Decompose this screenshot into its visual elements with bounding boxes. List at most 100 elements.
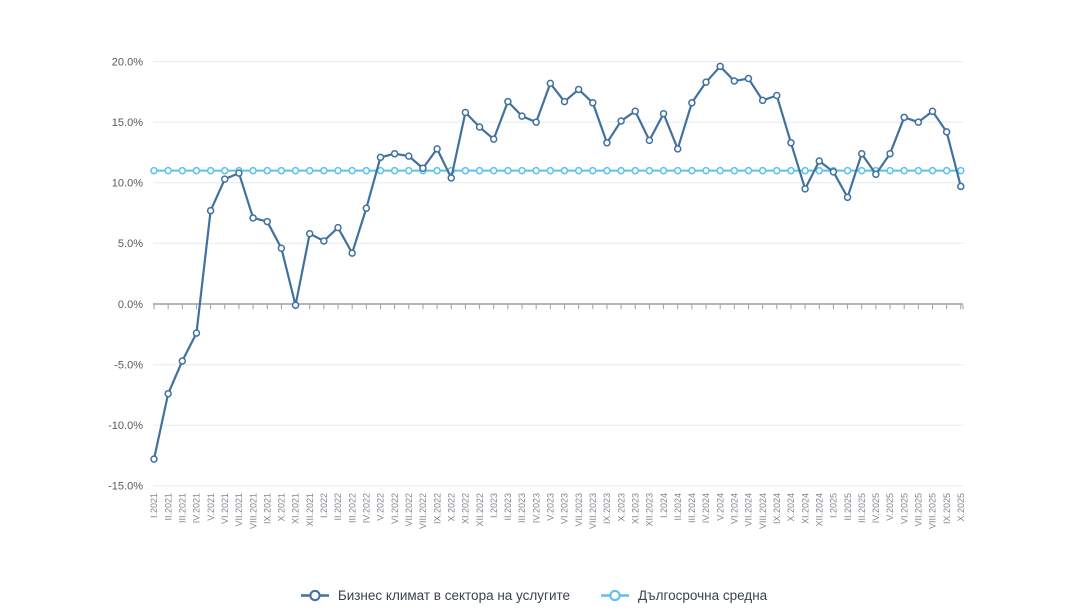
business-climate-point[interactable]: [574, 85, 583, 94]
longterm-average-point[interactable]: [589, 166, 597, 175]
business-climate-point[interactable]: [178, 357, 187, 365]
business-climate-point[interactable]: [405, 152, 413, 160]
longterm-average-point[interactable]: [518, 166, 526, 175]
business-climate-point[interactable]: [716, 62, 724, 71]
longterm-average-point[interactable]: [928, 166, 937, 175]
longterm-average-point[interactable]: [390, 166, 399, 175]
longterm-average-point[interactable]: [758, 166, 767, 175]
business-climate-point[interactable]: [688, 99, 696, 107]
business-climate-point[interactable]: [518, 112, 526, 120]
longterm-average-point[interactable]: [900, 166, 908, 175]
business-climate-point[interactable]: [589, 99, 597, 107]
business-climate-point[interactable]: [433, 145, 441, 153]
longterm-average-point[interactable]: [702, 166, 710, 175]
business-climate-point[interactable]: [560, 97, 569, 106]
longterm-average-point[interactable]: [150, 166, 158, 175]
business-climate-point[interactable]: [857, 149, 866, 158]
business-climate-point[interactable]: [900, 113, 908, 122]
business-climate-point[interactable]: [376, 153, 385, 162]
longterm-average-point[interactable]: [461, 166, 470, 175]
longterm-average-point[interactable]: [334, 166, 342, 175]
business-climate-point[interactable]: [305, 229, 314, 238]
business-climate-point[interactable]: [603, 139, 611, 147]
longterm-average-point[interactable]: [433, 166, 441, 175]
business-climate-point[interactable]: [815, 157, 824, 165]
longterm-average-point[interactable]: [192, 166, 201, 175]
longterm-average-point[interactable]: [603, 166, 611, 175]
business-climate-point[interactable]: [758, 96, 767, 105]
business-climate-point[interactable]: [235, 169, 243, 177]
longterm-average-point[interactable]: [744, 166, 753, 175]
longterm-average-point[interactable]: [263, 166, 271, 175]
business-climate-point[interactable]: [787, 139, 795, 147]
longterm-average-point[interactable]: [291, 166, 300, 175]
longterm-average-point[interactable]: [348, 166, 356, 175]
business-climate-point[interactable]: [206, 206, 215, 215]
longterm-average-point[interactable]: [815, 166, 824, 175]
business-climate-point[interactable]: [320, 237, 328, 245]
longterm-average-point[interactable]: [914, 166, 923, 175]
longterm-average-point[interactable]: [249, 166, 257, 175]
business-climate-point[interactable]: [617, 117, 625, 125]
business-climate-point[interactable]: [291, 301, 300, 309]
longterm-average-point[interactable]: [405, 166, 413, 175]
business-climate-point[interactable]: [277, 244, 286, 252]
business-climate-point[interactable]: [447, 174, 455, 182]
longterm-average-point[interactable]: [957, 166, 965, 175]
legend-item-longterm-average[interactable]: Дългосрочна средна: [600, 588, 767, 603]
business-climate-point[interactable]: [659, 109, 668, 118]
longterm-average-point[interactable]: [645, 166, 654, 175]
business-climate-point[interactable]: [886, 149, 894, 158]
longterm-average-point[interactable]: [617, 166, 625, 175]
longterm-average-point[interactable]: [787, 166, 795, 175]
business-climate-point[interactable]: [957, 182, 965, 191]
longterm-average-point[interactable]: [673, 166, 682, 175]
longterm-average-point[interactable]: [659, 166, 668, 175]
business-climate-point[interactable]: [673, 145, 682, 153]
business-climate-point[interactable]: [744, 74, 753, 83]
longterm-average-point[interactable]: [504, 166, 512, 175]
business-climate-point[interactable]: [730, 77, 739, 85]
longterm-average-point[interactable]: [546, 166, 555, 175]
longterm-average-point[interactable]: [305, 166, 314, 175]
legend-item-business-climate[interactable]: Бизнес климат в сектора на услугите: [300, 588, 570, 603]
business-climate-point[interactable]: [645, 136, 654, 145]
business-climate-point[interactable]: [419, 164, 427, 172]
business-climate-point[interactable]: [475, 123, 484, 131]
longterm-average-point[interactable]: [942, 166, 951, 175]
business-climate-point[interactable]: [504, 97, 512, 106]
business-climate-point[interactable]: [532, 118, 540, 126]
business-climate-point[interactable]: [773, 91, 781, 100]
longterm-average-point[interactable]: [801, 166, 809, 175]
longterm-average-point[interactable]: [574, 166, 583, 175]
longterm-average-point[interactable]: [362, 166, 371, 175]
business-climate-point[interactable]: [829, 168, 838, 176]
longterm-average-point[interactable]: [843, 166, 852, 175]
business-climate-point[interactable]: [362, 204, 371, 212]
business-climate-point[interactable]: [546, 79, 555, 88]
longterm-average-point[interactable]: [277, 166, 286, 175]
longterm-average-point[interactable]: [206, 166, 215, 175]
business-climate-point[interactable]: [631, 107, 639, 116]
business-climate-point[interactable]: [221, 175, 229, 183]
business-climate-point[interactable]: [461, 108, 470, 117]
longterm-average-point[interactable]: [320, 166, 328, 175]
business-climate-point[interactable]: [942, 128, 951, 136]
business-climate-point[interactable]: [843, 193, 852, 202]
business-climate-point[interactable]: [150, 455, 158, 463]
business-climate-point[interactable]: [702, 78, 710, 86]
business-climate-point[interactable]: [249, 214, 257, 222]
business-climate-point[interactable]: [263, 217, 271, 226]
longterm-average-point[interactable]: [164, 166, 172, 175]
business-climate-point[interactable]: [914, 118, 923, 126]
longterm-average-point[interactable]: [631, 166, 639, 175]
longterm-average-point[interactable]: [489, 166, 498, 175]
business-climate-point[interactable]: [164, 389, 172, 398]
business-climate-point[interactable]: [489, 135, 498, 143]
business-climate-point[interactable]: [801, 185, 809, 193]
longterm-average-point[interactable]: [221, 166, 229, 175]
business-climate-point[interactable]: [348, 249, 356, 257]
business-climate-point[interactable]: [872, 170, 880, 179]
business-climate-point[interactable]: [390, 149, 399, 158]
longterm-average-point[interactable]: [178, 166, 187, 175]
